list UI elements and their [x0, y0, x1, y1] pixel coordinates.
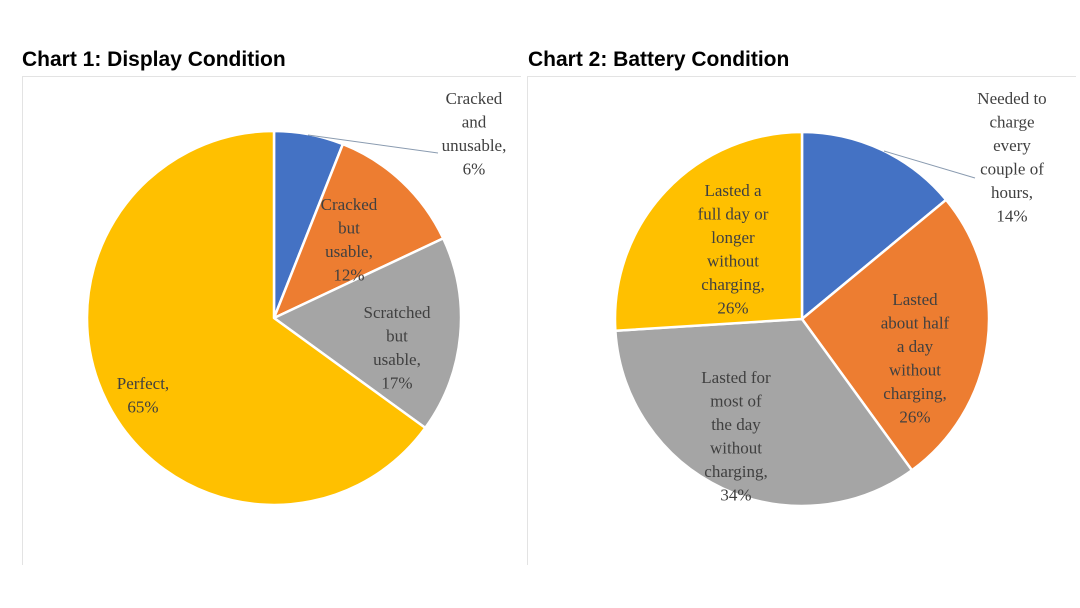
chart-2-slice-label-2-line-2: about half [881, 314, 950, 333]
chart-1-slice-label-4: Perfect, 65% [117, 374, 169, 417]
chart-1-slice-label-1-line-3: unusable, [442, 136, 507, 155]
chart-2-slice-label-2-line-3: a day [897, 337, 934, 356]
chart-2-slice-label-3-line-5: charging, [704, 462, 767, 481]
chart-1-slice-label-4-line-1: Perfect, [117, 374, 169, 393]
chart-1-slice-label-1-line-4: 6% [463, 160, 486, 179]
chart-2-slice-4 [613, 130, 804, 332]
chart-1-slice-label-1-line-2: and [462, 113, 487, 132]
chart-2-slice-label-4-line-4: without [707, 252, 759, 271]
chart-1-slice-label-2: Cracked but usable, 12% [321, 195, 378, 285]
chart-2-slice-label-2: Lasted about half a day without charging, 26% [881, 290, 950, 427]
chart-2-title: Chart 2: Battery Condition [528, 48, 790, 71]
chart-2-slice-label-1-line-4: couple of [980, 160, 1044, 179]
chart-1-slice-label-3-line-1: Scratched [363, 303, 431, 322]
chart-2-slice-label-3-line-1: Lasted for [701, 368, 771, 387]
chart-1-slice-label-3: Scratched but usable, 17% [363, 303, 431, 393]
chart-1-slice-label-3-line-4: 17% [381, 374, 412, 393]
chart-2-slice-label-4-line-3: longer [711, 228, 755, 247]
chart-1-slice-label-1-line-1: Cracked [446, 89, 503, 108]
chart-2-slice-label-3: Lasted for most of the day without charging,… [701, 368, 771, 505]
chart-2-slice-label-2-line-1: Lasted [892, 290, 938, 309]
chart-1-slice-2 [272, 142, 445, 320]
chart-2-slice-label-3-line-4: without [710, 439, 762, 458]
chart-2-slice-label-3-line-2: most of [710, 392, 762, 411]
chart-2-slice-label-4-line-5: charging, [701, 275, 764, 294]
chart-2-slice-label-4: Lasted a full day or longer without charging… [698, 181, 769, 318]
chart-2-slice-label-1-line-3: every [993, 136, 1031, 155]
chart-2-slice-label-3-line-6: 34% [720, 486, 751, 505]
chart-2-slice-label-1-line-5: hours, [991, 183, 1033, 202]
chart-2-slice-label-1-line-1: Needed to [977, 89, 1046, 108]
chart-1-slice-label-1: Cracked and unusable, 6% [442, 89, 507, 179]
chart-2-slice-3 [614, 317, 914, 508]
chart-2-slice-label-3-line-3: the day [711, 415, 761, 434]
chart-1-slice-label-2-line-2: but [338, 219, 360, 238]
chart-2-slice-label-2-line-5: charging, [883, 384, 946, 403]
chart-2-leader-line-1 [883, 150, 976, 179]
chart-1-slice-label-3-line-3: usable, [373, 350, 421, 369]
chart-2-slice-label-2-line-6: 26% [899, 408, 930, 427]
chart-2-slice-label-1-line-2: charge [990, 113, 1035, 132]
chart-2-slice-1 [800, 130, 948, 321]
chart-1-frame [22, 76, 521, 565]
chart-2-slice-label-2-line-4: without [889, 361, 941, 380]
chart-2-slice-2 [800, 198, 991, 472]
chart-2-slice-label-4-line-6: 26% [717, 299, 748, 318]
chart-2-slice-label-4-line-1: Lasted a [704, 181, 762, 200]
chart-2-slice-label-4-line-2: full day or [698, 205, 769, 224]
chart-2-slice-label-1-line-6: 14% [996, 207, 1027, 226]
chart-1-leader-line-1 [307, 134, 439, 154]
chart-1-slice-label-2-line-4: 12% [333, 266, 364, 285]
chart-1-slice-3 [272, 237, 463, 430]
chart-2-frame [527, 76, 1076, 565]
chart-1-title: Chart 1: Display Condition [22, 48, 286, 71]
chart-1-slice-4 [85, 129, 427, 507]
chart-1-slice-label-2-line-1: Cracked [321, 195, 378, 214]
chart-1-slice-label-4-line-2: 65% [127, 398, 158, 417]
chart-1-slice-label-3-line-2: but [386, 327, 408, 346]
chart-2-slice-label-1: Needed to charge every couple of hours, 14% [977, 89, 1046, 226]
chart-1-slice-label-2-line-3: usable, [325, 242, 373, 261]
